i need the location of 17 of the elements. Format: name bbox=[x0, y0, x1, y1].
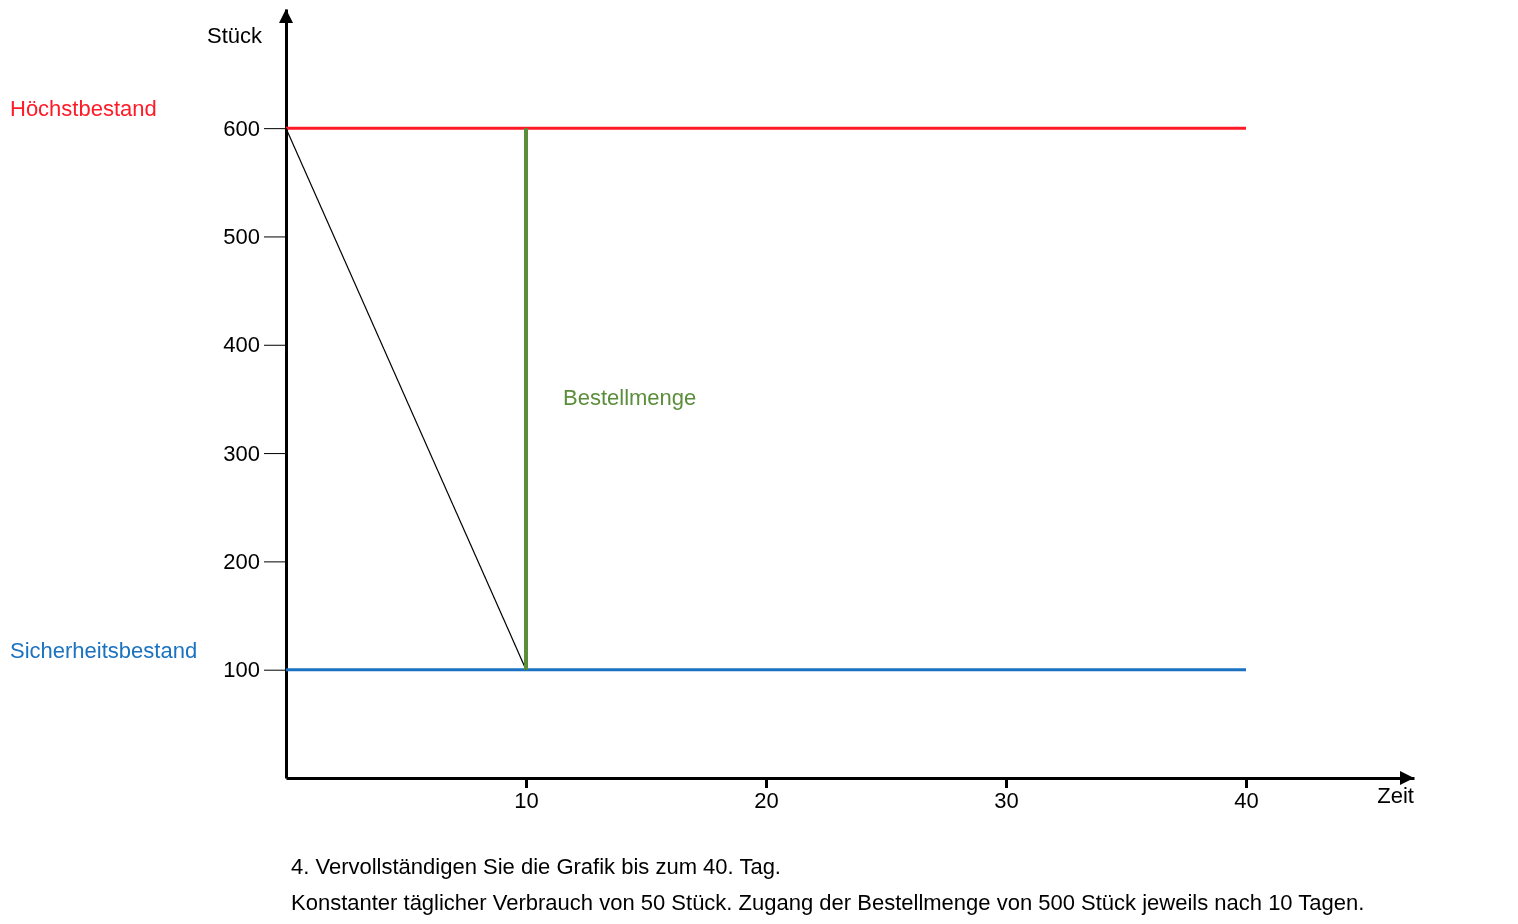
x-tick-label: 40 bbox=[1234, 787, 1259, 813]
x-tick-label: 30 bbox=[994, 787, 1019, 813]
y-tick-label: 200 bbox=[223, 548, 260, 574]
x-tick-label: 20 bbox=[754, 787, 779, 813]
y-tick-label: 100 bbox=[223, 657, 260, 683]
y-tick-label: 600 bbox=[223, 115, 260, 141]
text: Höchstbestand bbox=[10, 96, 157, 122]
y-axis-title: Stück bbox=[206, 23, 263, 48]
text: Konstanter täglicher Verbrauch von 50 Stück. Zugang der Bestellmenge von 500 Stück jeweils nach 10 Tagen. bbox=[291, 890, 1365, 915]
text: 4. Vervollständigen Sie die Grafik bis zum 40. Tag. bbox=[291, 854, 781, 879]
text: Sicherheitsbestand bbox=[10, 637, 198, 663]
x-axis-title: Zeit bbox=[1377, 783, 1414, 808]
y-tick-label: 500 bbox=[223, 223, 260, 249]
series-label: Bestellmenge bbox=[563, 384, 697, 410]
y-tick-label: 300 bbox=[223, 440, 260, 466]
y-tick-label: 400 bbox=[223, 332, 260, 358]
x-tick-label: 10 bbox=[514, 787, 539, 813]
